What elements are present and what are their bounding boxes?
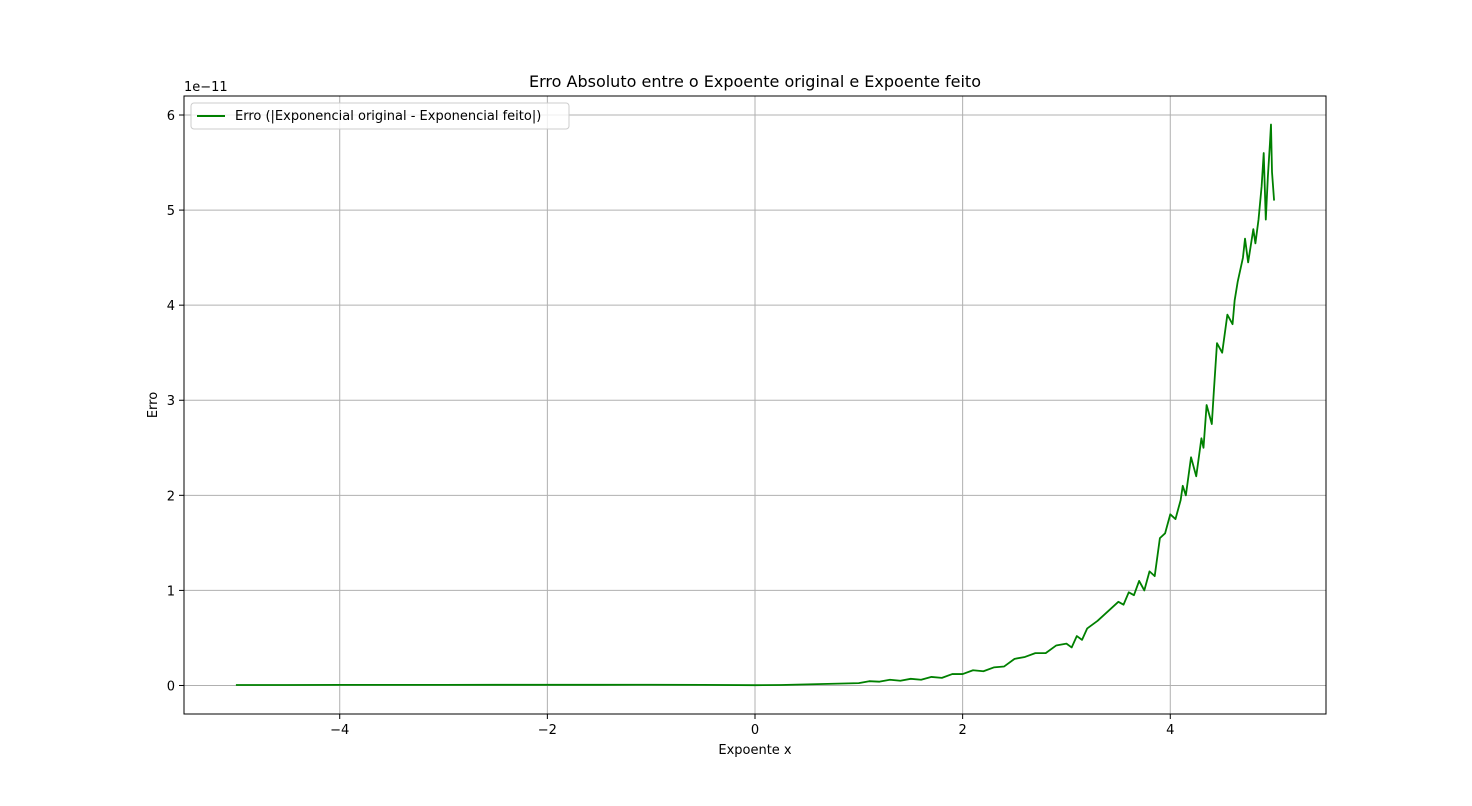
legend: Erro (|Exponencial original - Exponencia… [190, 102, 570, 130]
x-tick-label: 4 [1166, 723, 1174, 738]
y-tick-label: 6 [167, 109, 175, 124]
y-tick-label: 2 [167, 489, 175, 504]
grid-layer [184, 96, 1326, 714]
ticks-layer: −4 −2 0 2 4 0 1 2 3 4 5 6 [167, 109, 1175, 738]
y-axis-label: Erro [146, 392, 161, 418]
legend-box [190, 102, 570, 130]
series-layer [235, 123, 1275, 687]
chart-title: Erro Absoluto entre o Expoente original … [529, 72, 981, 91]
x-axis-label: Expoente x [718, 743, 792, 758]
y-tick-label: 0 [167, 679, 175, 694]
y-tick-label: 5 [167, 204, 175, 219]
x-tick-label: 2 [958, 723, 966, 738]
x-tick-label: −2 [538, 723, 557, 738]
legend-label: Erro (|Exponencial original - Exponencia… [235, 109, 541, 124]
series-line-erro [235, 123, 1275, 687]
y-tick-label: 3 [167, 394, 175, 409]
x-tick-label: 0 [751, 723, 759, 738]
x-tick-label: −4 [330, 723, 349, 738]
y-tick-label: 1 [167, 584, 175, 599]
y-tick-label: 4 [167, 299, 175, 314]
y-offset-label: 1e−11 [184, 80, 228, 95]
